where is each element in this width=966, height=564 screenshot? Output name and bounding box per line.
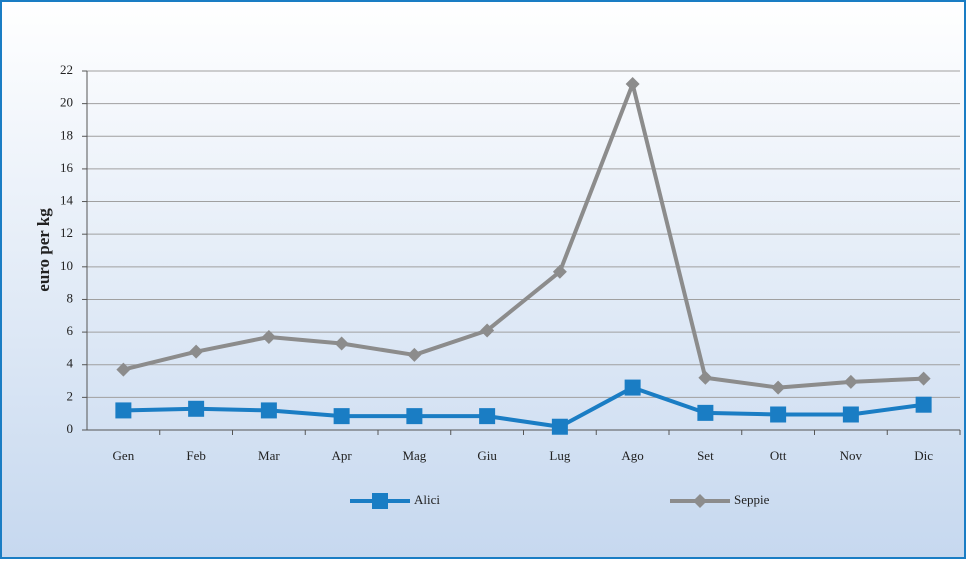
- legend-marker: [372, 493, 388, 509]
- point: [552, 264, 567, 279]
- legend-marker: [693, 494, 707, 508]
- x-tick-label: Feb: [186, 448, 206, 463]
- y-tick-label: 12: [60, 225, 73, 240]
- point: [115, 402, 132, 419]
- point: [333, 408, 350, 425]
- x-tick-label: Nov: [840, 448, 863, 463]
- legend-label: Alici: [414, 492, 440, 507]
- legend-label: Seppie: [734, 492, 770, 507]
- series-line: [122, 82, 924, 390]
- point: [406, 408, 423, 425]
- point: [842, 406, 859, 423]
- y-tick-label: 22: [60, 62, 73, 77]
- point: [624, 379, 641, 396]
- x-tick-label: Mar: [258, 448, 280, 463]
- y-tick-label: 14: [60, 193, 74, 208]
- series-line: [123, 385, 924, 429]
- point: [261, 329, 276, 344]
- point: [770, 406, 787, 423]
- y-tick-label: 18: [60, 127, 73, 142]
- x-tick-label: Ago: [621, 448, 643, 463]
- point: [697, 404, 714, 421]
- point: [916, 371, 931, 386]
- point: [480, 323, 495, 338]
- x-tick-label: Mag: [402, 448, 426, 463]
- x-tick-label: Set: [697, 448, 714, 463]
- y-tick-label: 2: [67, 388, 74, 403]
- y-tick-label: 0: [67, 421, 74, 436]
- y-tick-label: 20: [60, 95, 73, 110]
- y-tick-label: 6: [67, 323, 74, 338]
- point: [915, 396, 932, 413]
- y-tick-label: 4: [67, 356, 74, 371]
- point: [260, 402, 277, 419]
- point: [188, 400, 205, 417]
- y-tick-label: 16: [60, 160, 74, 175]
- point: [116, 362, 131, 377]
- point: [698, 370, 713, 385]
- y-tick-label: 10: [60, 258, 73, 273]
- point: [771, 380, 786, 395]
- y-axis-label: euro per kg: [34, 208, 53, 292]
- x-tick-label: Apr: [332, 448, 353, 463]
- x-tick-label: Gen: [113, 448, 135, 463]
- point: [189, 344, 204, 359]
- x-tick-label: Giu: [477, 448, 497, 463]
- point: [625, 77, 640, 92]
- y-tick-label: 8: [67, 290, 74, 305]
- point: [407, 347, 422, 362]
- point: [334, 336, 349, 351]
- point: [479, 408, 496, 425]
- x-tick-label: Lug: [549, 448, 570, 463]
- point: [843, 374, 858, 389]
- x-tick-label: Ott: [770, 448, 787, 463]
- x-tick-label: Dic: [914, 448, 933, 463]
- point: [551, 418, 568, 435]
